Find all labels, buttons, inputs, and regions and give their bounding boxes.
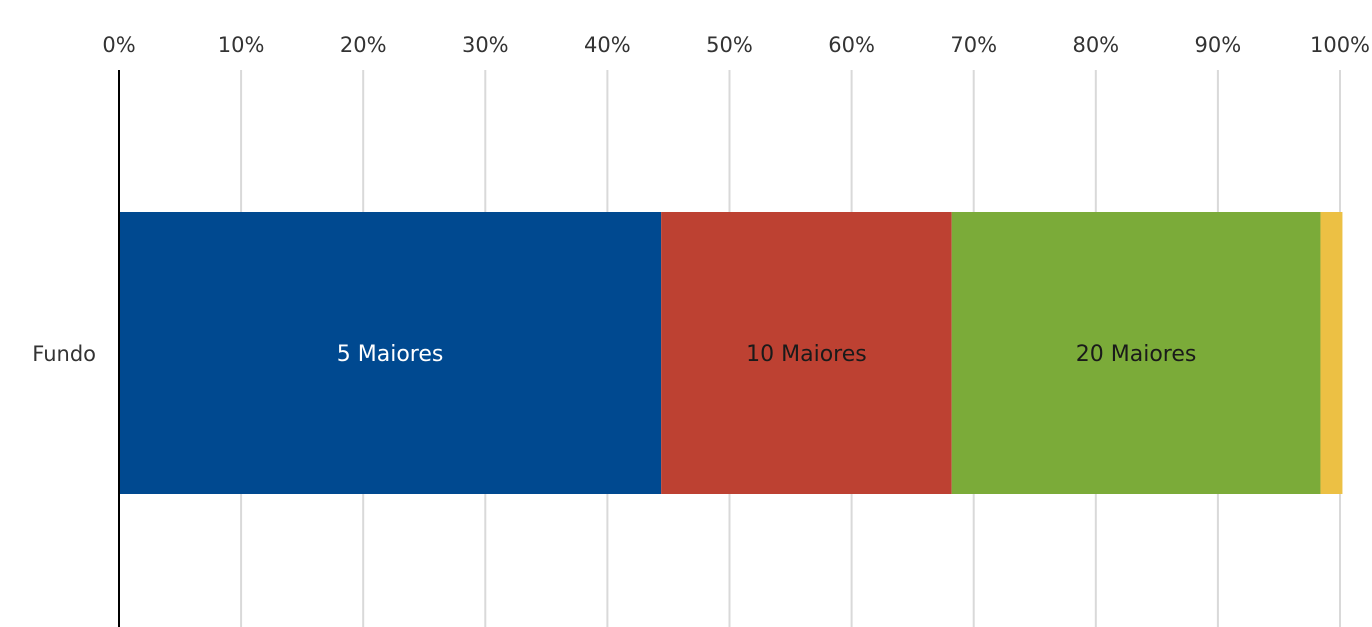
x-tick-label-90: 90% (1195, 33, 1242, 57)
x-tick-label-50: 50% (706, 33, 753, 57)
x-tick-label-0: 0% (102, 33, 135, 57)
bar-segment-label-1: 5 Maiores (337, 342, 444, 367)
bar-segment-label-3: 20 Maiores (1076, 342, 1197, 367)
x-axis-tick-labels: 0% 10% 20% 30% 40% 50% 60% 70% 80% 90% 100% (102, 33, 1370, 57)
category-label-1: Fundo (32, 342, 96, 366)
bar-segment-4 (1320, 212, 1343, 494)
category-labels: Fundo (32, 342, 96, 366)
x-tick-label-40: 40% (584, 33, 631, 57)
bar-segments: 5 Maiores 10 Maiores 20 Maiores (119, 212, 1343, 494)
bar-segment-1 (119, 212, 662, 494)
x-tick-label-70: 70% (950, 33, 997, 57)
bar-segment-2 (661, 212, 952, 494)
x-tick-label-30: 30% (462, 33, 509, 57)
bar-segment-3 (951, 212, 1321, 494)
x-tick-label-20: 20% (340, 33, 387, 57)
x-tick-label-60: 60% (828, 33, 875, 57)
x-tick-label-80: 80% (1072, 33, 1119, 57)
x-tick-label-100: 100% (1310, 33, 1370, 57)
bar-segment-label-2: 10 Maiores (746, 342, 867, 367)
x-tick-label-10: 10% (218, 33, 265, 57)
